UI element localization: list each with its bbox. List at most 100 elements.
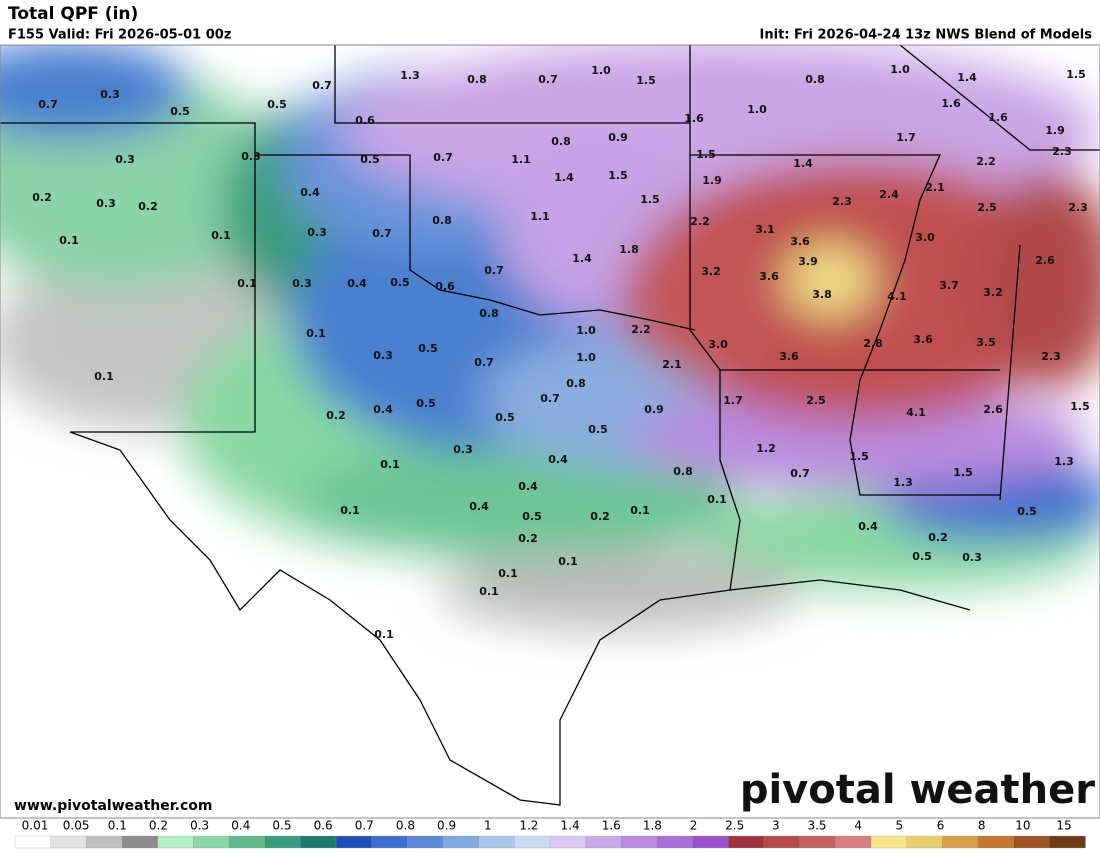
qpf-label: 3.7 [939,279,959,292]
qpf-label: 1.0 [576,351,596,364]
qpf-label: 0.2 [326,409,346,422]
qpf-label: 1.7 [723,394,743,407]
qpf-label: 1.4 [554,171,574,184]
qpf-label: 0.7 [790,467,810,480]
qpf-label: 0.5 [418,342,438,355]
qpf-label: 0.2 [590,510,610,523]
qpf-label: 2.6 [983,403,1003,416]
colorbar-label: 1.6 [602,819,621,833]
qpf-label: 1.3 [893,476,913,489]
qpf-label: 0.4 [373,403,393,416]
qpf-label: 1.5 [640,193,660,206]
qpf-label: 0.8 [566,377,586,390]
qpf-label: 3.6 [913,333,933,346]
qpf-label: 3.6 [759,270,779,283]
qpf-label: 0.9 [644,403,664,416]
colorbar-swatch [442,835,480,849]
qpf-label: 0.7 [433,151,453,164]
qpf-label: 1.7 [896,131,916,144]
qpf-label: 2.4 [879,188,899,201]
colorbar-label: 10 [1015,819,1030,833]
qpf-label: 1.6 [684,112,704,125]
colorbar-label: 0.6 [314,819,333,833]
qpf-label: 0.4 [548,453,568,466]
colorbar-label: 0.9 [437,819,456,833]
colorbar-swatch [300,835,337,849]
qpf-label: 0.3 [241,150,261,163]
colorbar-label: 0.5 [272,819,291,833]
colorbar-label: 1.2 [519,819,538,833]
colorbar-swatch [728,835,765,849]
qpf-label: 1.1 [530,210,550,223]
qpf-label: 0.1 [707,493,727,506]
colorbar-label: 2.5 [725,819,744,833]
qpf-label: 1.5 [1066,68,1086,81]
qpf-label: 0.7 [484,264,504,277]
qpf-label: 1.4 [793,157,813,170]
qpf-label: 3.2 [701,265,721,278]
qpf-label: 0.1 [380,458,400,471]
qpf-label: 1.1 [511,153,531,166]
colorbar-swatch [514,835,551,849]
colorbar-swatch [692,835,729,849]
qpf-label: 0.5 [1017,505,1037,518]
qpf-label: 0.1 [558,555,578,568]
qpf-label: 0.5 [390,276,410,289]
qpf-label: 1.6 [941,97,961,110]
qpf-label: 0.5 [495,411,515,424]
colorbar-label: 1.8 [643,819,662,833]
qpf-label: 2.3 [1041,350,1061,363]
colorbar-swatch [335,835,373,849]
qpf-label: 0.3 [307,226,327,239]
colorbar: 0.01 0.05 0.1 0.2 0.3 0.4 0.5 0.6 0.7 0.8 0.9 1 1.2 1… [14,819,1086,849]
colorbar-swatch [14,835,52,849]
qpf-label: 4.1 [906,406,926,419]
qpf-label: 1.0 [747,103,767,116]
qpf-label: 4.1 [887,290,907,303]
qpf-label: 0.4 [858,520,878,533]
qpf-label: 2.2 [976,155,996,168]
colorbar-label: 4 [854,819,862,833]
colorbar-swatch [407,835,444,849]
qpf-label: 1.0 [591,64,611,77]
colorbar-label: 0.01 [22,819,49,833]
qpf-label: 2.3 [1052,145,1072,158]
logo: pivotal weather [740,767,1095,813]
qpf-label: 0.1 [59,234,79,247]
qpf-label: 0.1 [340,504,360,517]
qpf-label: 0.5 [912,550,932,563]
qpf-label: 0.3 [292,277,312,290]
qpf-label: 3.2 [983,286,1003,299]
qpf-label: 1.5 [636,74,656,87]
colorbar-swatch [1013,835,1050,849]
qpf-label: 0.5 [416,397,436,410]
qpf-label: 0.8 [551,135,571,148]
colorbar-swatch [621,835,658,849]
qpf-label: 2.5 [806,394,826,407]
qpf-label: 2.5 [977,201,997,214]
colorbar-label: 0.7 [355,819,374,833]
precip-field [0,45,1100,818]
qpf-label: 0.3 [115,153,135,166]
qpf-label: 0.7 [538,73,558,86]
qpf-label: 2.6 [1035,254,1055,267]
qpf-label: 1.5 [849,450,869,463]
qpf-label: 1.5 [696,148,716,161]
colorbar-swatch [870,835,908,849]
colorbar-swatch [585,835,622,849]
colorbar-label: 1 [484,819,492,833]
qpf-label: 1.9 [1045,124,1065,137]
qpf-label: 1.2 [756,442,776,455]
qpf-label: 0.6 [355,114,375,127]
colorbar-swatch [86,835,123,849]
qpf-label: 0.2 [928,531,948,544]
qpf-label: 0.1 [237,277,257,290]
colorbar-label: 3.5 [807,819,826,833]
valid-time: F155 Valid: Fri 2026-05-01 00z [8,28,231,43]
qpf-label: 1.4 [572,252,592,265]
qpf-label: 3.6 [790,235,810,248]
qpf-label: 0.5 [170,105,190,118]
qpf-label: 0.1 [306,327,326,340]
colorbar-swatch [228,835,266,849]
